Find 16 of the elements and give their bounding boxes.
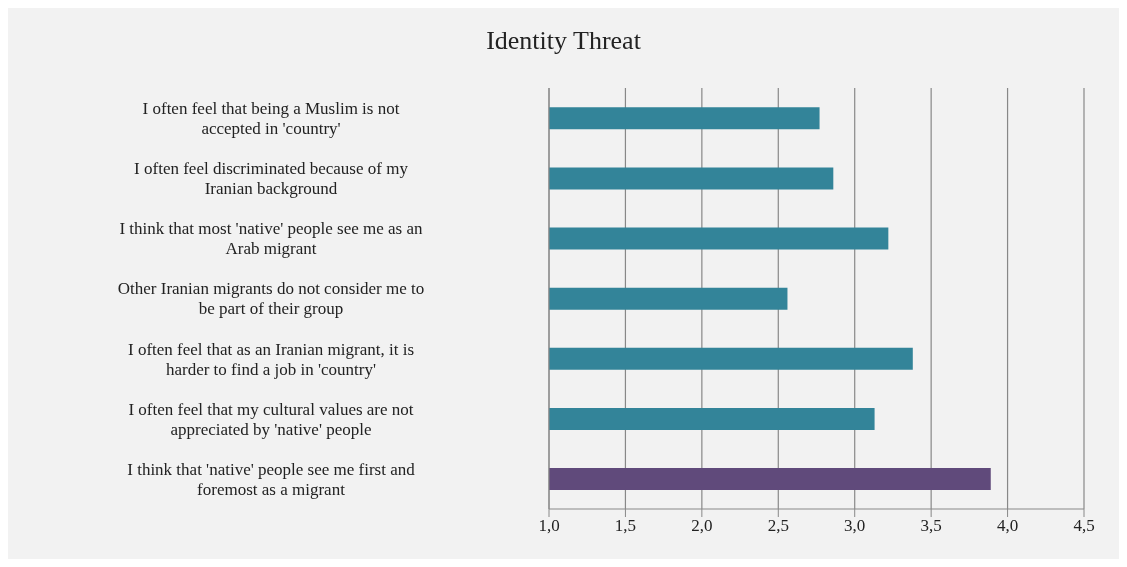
- y-tick-label: I often feel discriminated because of my Iranian background: [134, 159, 409, 199]
- y-tick-label: I often feel that being a Muslim is not accepted in 'country': [142, 99, 400, 139]
- y-tick-label: I often feel that as an Iranian migrant, it is harder to find a job in 'country': [127, 339, 415, 379]
- y-tick-label: I think that most 'native' people see me as an Arab migrant: [119, 219, 424, 259]
- x-tick-label: 2,0: [691, 516, 713, 536]
- x-tick-label: 1,0: [538, 516, 560, 536]
- chart-title: Identity Threat: [485, 26, 642, 56]
- x-tick-label: 4,0: [996, 516, 1019, 536]
- x-tick-label: 2,5: [767, 516, 789, 536]
- y-tick-label: I think that 'native' people see me first and foremost as a migrant: [127, 459, 416, 499]
- x-tick-label: 4,5: [1073, 516, 1095, 536]
- x-tick-label: 1,5: [614, 516, 637, 536]
- y-tick-label: I often feel that my cultural values are not appreciated by 'native' people: [128, 399, 414, 439]
- x-tick-label: 3,5: [920, 516, 942, 536]
- x-tick-label: 3,0: [844, 516, 866, 536]
- y-tick-label: Other Iranian migrants do not consider me to be part of their group: [117, 279, 425, 319]
